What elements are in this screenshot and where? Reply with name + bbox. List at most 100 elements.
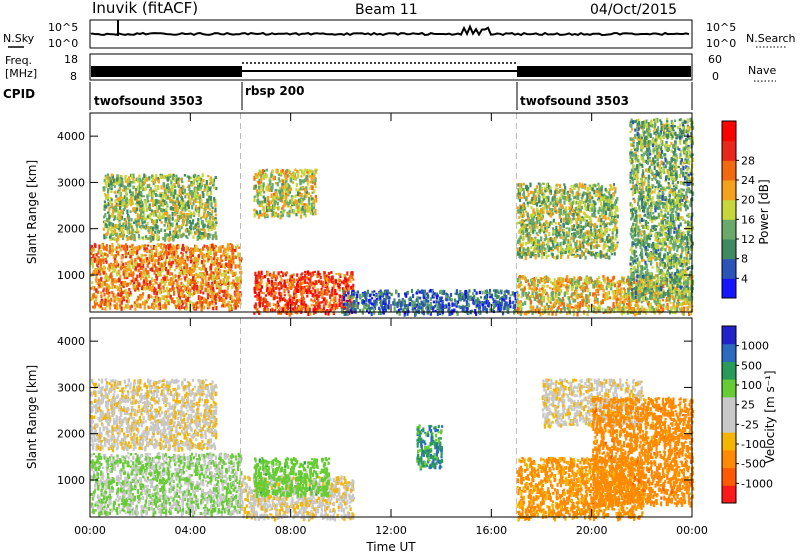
rti-cell bbox=[180, 278, 183, 281]
rti-cell bbox=[162, 261, 165, 266]
rti-cell bbox=[229, 296, 232, 301]
rti-cell bbox=[180, 291, 183, 294]
rti-cell bbox=[599, 224, 602, 227]
rti-cell bbox=[155, 294, 158, 299]
rti-cell bbox=[120, 263, 123, 267]
rti-cell bbox=[238, 257, 241, 262]
rti-cell bbox=[465, 300, 469, 305]
rti-cell bbox=[229, 269, 232, 272]
rti-cell bbox=[436, 294, 439, 298]
rti-cell bbox=[225, 290, 228, 296]
rti-cell bbox=[167, 270, 170, 275]
rti-cell bbox=[234, 292, 237, 298]
rti-cell bbox=[338, 285, 341, 289]
rti-cell bbox=[134, 277, 138, 281]
rti-cell bbox=[194, 287, 197, 292]
rti-cell bbox=[213, 305, 217, 308]
rti-cell bbox=[228, 293, 231, 298]
rti-cell bbox=[453, 303, 456, 307]
rti-cell bbox=[205, 180, 208, 185]
rti-cell bbox=[201, 215, 204, 219]
rti-cell bbox=[110, 196, 113, 200]
rti-cell bbox=[305, 194, 308, 199]
rti-cell bbox=[192, 291, 196, 295]
rti-cell bbox=[393, 306, 396, 312]
rti-cell bbox=[161, 247, 164, 251]
rti-cell bbox=[160, 221, 163, 224]
rti-cell bbox=[180, 196, 183, 201]
rti-cell bbox=[306, 294, 309, 298]
rti-cell bbox=[141, 301, 145, 306]
rti-cell bbox=[97, 255, 100, 259]
rti-cell bbox=[126, 282, 129, 285]
rti-cell bbox=[116, 197, 119, 201]
noise-sky-trace bbox=[90, 24, 690, 37]
rti-cell bbox=[127, 299, 130, 304]
rti-cell bbox=[164, 220, 167, 224]
rti-cell bbox=[181, 283, 185, 286]
cpid-segment-3: twofsound 3503 bbox=[520, 94, 629, 108]
rti-cell bbox=[105, 204, 109, 207]
rti-cell bbox=[295, 299, 298, 303]
rti-cell bbox=[265, 174, 268, 178]
rti-cell bbox=[356, 290, 360, 294]
rti-cell bbox=[509, 294, 512, 297]
rti-cell bbox=[300, 211, 303, 215]
rti-cell bbox=[284, 203, 287, 207]
rti-cell bbox=[188, 219, 191, 224]
rti-cell bbox=[232, 259, 235, 264]
rti-cell bbox=[476, 298, 479, 304]
rti-cell bbox=[213, 254, 216, 260]
rti-cell bbox=[275, 206, 278, 209]
rti-cell bbox=[194, 258, 197, 264]
rti-cell bbox=[205, 270, 209, 276]
rti-cell bbox=[164, 235, 167, 241]
rti-cell bbox=[119, 217, 122, 220]
rti-cell bbox=[176, 304, 180, 308]
rti-cell bbox=[194, 231, 197, 234]
rti-cell bbox=[172, 281, 175, 285]
rti-cell bbox=[232, 255, 235, 260]
rti-cell bbox=[145, 235, 148, 240]
rti-cell bbox=[132, 285, 135, 290]
rti-cell bbox=[134, 266, 137, 271]
rti-cell bbox=[277, 282, 280, 286]
rti-cell bbox=[462, 295, 466, 299]
rti-cell bbox=[341, 299, 344, 302]
rti-cell bbox=[314, 289, 317, 294]
rti-cell bbox=[253, 290, 256, 294]
rti-cell bbox=[180, 189, 184, 193]
rti-cell bbox=[375, 298, 378, 301]
rti-cell bbox=[166, 253, 169, 257]
rti-cell bbox=[211, 279, 214, 284]
rti-cell bbox=[285, 195, 288, 199]
rti-cell bbox=[616, 196, 619, 201]
rti-cell bbox=[136, 213, 139, 216]
rti-cell bbox=[196, 248, 199, 252]
rti-cell bbox=[287, 290, 290, 294]
rti-cell bbox=[225, 303, 228, 307]
rti-cell bbox=[129, 305, 132, 310]
rti-cell bbox=[481, 301, 484, 304]
rti-cell bbox=[187, 296, 190, 302]
rti-cell bbox=[225, 269, 228, 274]
rti-cell bbox=[158, 194, 161, 198]
rti-cell bbox=[186, 284, 189, 289]
rti-cell bbox=[403, 304, 406, 307]
rti-cell bbox=[330, 271, 333, 274]
rti-cell bbox=[201, 265, 204, 271]
rti-cell bbox=[117, 235, 120, 241]
rti-cell bbox=[155, 194, 159, 197]
rti-cell bbox=[291, 275, 294, 279]
rti-cell bbox=[497, 294, 500, 298]
rti-cell bbox=[492, 289, 496, 292]
rti-cell bbox=[135, 202, 138, 206]
rti-cell bbox=[96, 290, 100, 294]
rti-cell bbox=[347, 284, 350, 288]
rti-cell bbox=[103, 292, 106, 297]
rti-cell bbox=[203, 229, 206, 234]
rti-cell bbox=[277, 177, 280, 181]
rti-cell bbox=[341, 281, 344, 284]
rti-cell bbox=[284, 174, 287, 180]
rti-cell bbox=[467, 310, 470, 315]
